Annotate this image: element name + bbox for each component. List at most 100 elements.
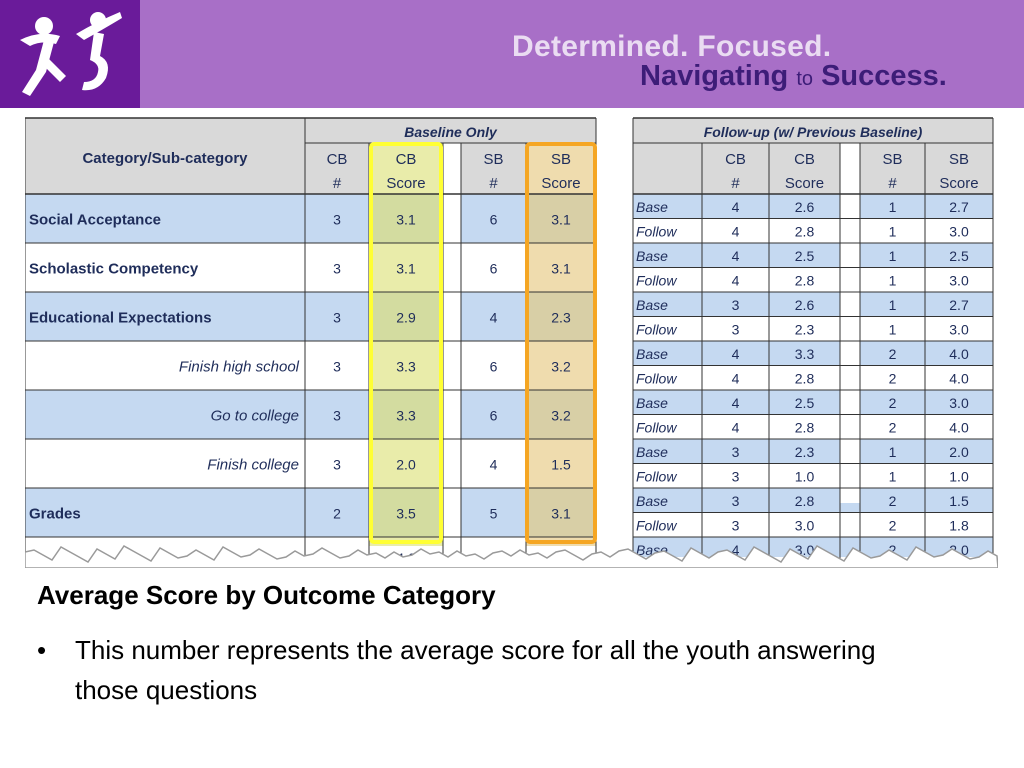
header-col-label: # [489, 175, 498, 192]
header-followup: Follow-up (w/ Previous Baseline) [704, 124, 923, 140]
tagline-word2: to [796, 68, 813, 90]
cb-score: 3.1 [396, 212, 416, 228]
row-bg-sb [461, 488, 526, 537]
category-label: Grades [29, 506, 81, 523]
sb-score: 3.1 [551, 506, 571, 522]
followup-sb-score: 1.5 [949, 493, 969, 509]
followup-cb-score: 2.5 [795, 395, 815, 411]
followup-sb-score: 1.8 [949, 518, 969, 534]
gap-column [840, 143, 860, 503]
cb-count: 3 [333, 212, 341, 228]
score-table-image: Baseline Only Follow-up (w/ Previous Base… [25, 116, 998, 568]
followup-sb-count: 1 [889, 273, 897, 289]
cb-score-cell-tint [369, 488, 443, 537]
cb-count: 3 [333, 408, 341, 424]
followup-cb-count: 4 [732, 542, 740, 558]
followup-type: Base [636, 297, 668, 313]
row-bg-cb [305, 390, 369, 439]
row-bg-category [25, 390, 305, 439]
sb-score: 3.2 [551, 359, 571, 375]
cb-count: 2 [333, 506, 341, 522]
followup-type: Follow [636, 420, 677, 436]
followup-cb-score: 2.8 [795, 371, 815, 387]
cb-count: 3 [333, 457, 341, 473]
followup-sb-count: 1 [889, 469, 897, 485]
header-col-label: Score [785, 175, 824, 192]
category-label: Educational Expectations [29, 310, 212, 327]
sb-count: 6 [490, 359, 498, 375]
followup-type: Follow [636, 518, 677, 534]
category-label: Scholastic Competency [29, 261, 199, 278]
header-col-label: # [333, 175, 342, 192]
followup-cb-count: 4 [732, 395, 740, 411]
followup-follow-bg [633, 267, 993, 292]
cb-score: 2.9 [396, 310, 416, 326]
jumping-figures-logo-icon [20, 12, 122, 96]
followup-cb-count: 3 [732, 469, 740, 485]
followup-cb-score: 3.0 [795, 518, 815, 534]
row-bg-sb [461, 194, 526, 243]
header-col-label: # [888, 175, 897, 192]
followup-follow-bg [633, 316, 993, 341]
row-bg-cb [305, 488, 369, 537]
cb-score-cell-tint [369, 194, 443, 243]
followup-cb-count: 3 [732, 297, 740, 313]
followup-base-bg [633, 488, 993, 513]
followup-base-bg [633, 194, 993, 219]
bullet-text: This number represents the average score… [75, 635, 876, 705]
followup-cb-count: 3 [732, 444, 740, 460]
header-col-label: Score [541, 175, 580, 192]
row-bg-cb [305, 194, 369, 243]
followup-sb-score: 3.0 [949, 273, 969, 289]
followup-sb-count: 1 [889, 297, 897, 313]
followup-cb-count: 4 [732, 224, 740, 240]
category-label: Social Acceptance [29, 212, 161, 229]
header-col-label: SB [949, 151, 969, 168]
gap-column [443, 143, 461, 503]
row-bg-category [25, 292, 305, 341]
cb-score-cell-tint [369, 292, 443, 341]
cb-score-cell-tint [369, 390, 443, 439]
followup-cb-count: 4 [732, 273, 740, 289]
subcategory-label: Finish high school [179, 359, 300, 376]
followup-type: Base [636, 444, 668, 460]
sb-score-cell-tint [526, 194, 596, 243]
sb-score-cell-tint [526, 390, 596, 439]
followup-sb-count: 2 [889, 542, 897, 558]
followup-type: Base [636, 395, 668, 411]
followup-cb-score: 2.8 [795, 273, 815, 289]
followup-sb-count: 1 [889, 199, 897, 215]
cb-score: 3.3 [396, 359, 416, 375]
followup-cb-score: 3.3 [795, 346, 815, 362]
followup-type: Base [636, 346, 668, 362]
header-col-label: CB [725, 151, 746, 168]
tagline-line2: Navigating to Success. [640, 60, 947, 93]
followup-sb-count: 2 [889, 346, 897, 362]
cb-score: 3.3 [396, 408, 416, 424]
followup-base-bg [633, 292, 993, 317]
followup-sb-count: 1 [889, 444, 897, 460]
followup-type: Follow [636, 224, 677, 240]
followup-type: Follow [636, 273, 677, 289]
cb-count: 3 [333, 359, 341, 375]
header-col-label: CB [327, 151, 348, 168]
followup-sb-score: 2.7 [949, 199, 969, 215]
header-col-label: # [731, 175, 740, 192]
cb-score: 2.0 [396, 457, 416, 473]
followup-base-bg [633, 341, 993, 366]
cb-score: 3.1 [396, 261, 416, 277]
sb-score: 1.5 [551, 457, 571, 473]
row-bg-cb [305, 292, 369, 341]
followup-sb-score: 4.0 [949, 420, 969, 436]
followup-sb-score: 3.0 [949, 322, 969, 338]
sb-score: 3.1 [551, 212, 571, 228]
cb-score: 3.5 [396, 506, 416, 522]
followup-base-bg [633, 439, 993, 464]
sb-score: 3.1 [551, 261, 571, 277]
followup-cb-score: 1.0 [795, 469, 815, 485]
followup-cb-count: 4 [732, 199, 740, 215]
followup-follow-bg [633, 414, 993, 439]
score-table: Baseline Only Follow-up (w/ Previous Base… [25, 117, 998, 568]
sb-score-cell-tint [526, 488, 596, 537]
subcategory-label: Finish college [207, 457, 299, 474]
